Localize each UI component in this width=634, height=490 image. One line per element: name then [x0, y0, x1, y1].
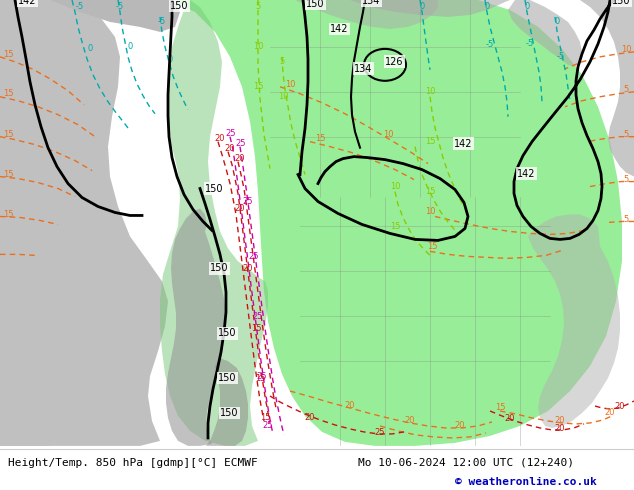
Text: 15: 15: [314, 134, 325, 143]
Polygon shape: [170, 0, 622, 446]
Text: -5: -5: [116, 2, 124, 11]
Text: 15: 15: [495, 403, 505, 413]
Text: 20: 20: [224, 144, 235, 153]
Text: -5: -5: [557, 52, 565, 61]
Text: 150: 150: [306, 0, 325, 9]
Text: 150: 150: [170, 1, 188, 11]
Text: 15: 15: [3, 170, 13, 179]
Text: Height/Temp. 850 hPa [gdmp][°C] ECMWF: Height/Temp. 850 hPa [gdmp][°C] ECMWF: [8, 458, 257, 467]
Text: 25: 25: [226, 129, 236, 138]
Text: 20: 20: [555, 416, 566, 425]
Text: 25: 25: [262, 421, 273, 430]
Text: 20: 20: [455, 421, 465, 430]
Polygon shape: [295, 0, 438, 29]
Polygon shape: [528, 215, 620, 428]
Text: 0: 0: [524, 2, 529, 11]
Text: 20: 20: [555, 424, 566, 434]
Text: 150: 150: [218, 373, 236, 383]
Text: 0: 0: [127, 42, 133, 51]
Polygon shape: [0, 0, 180, 32]
Text: 0: 0: [167, 55, 172, 64]
Polygon shape: [350, 0, 510, 17]
Polygon shape: [580, 0, 634, 176]
Text: 150: 150: [612, 0, 630, 6]
Text: 20: 20: [243, 264, 253, 273]
Text: 15: 15: [425, 187, 436, 196]
Text: 25: 25: [249, 252, 259, 261]
Text: 20: 20: [235, 154, 245, 163]
Text: 15: 15: [251, 324, 261, 333]
Text: 20: 20: [215, 134, 225, 143]
Text: 25: 25: [257, 371, 268, 381]
Text: 20: 20: [345, 401, 355, 411]
Text: Mo 10-06-2024 12:00 UTC (12+240): Mo 10-06-2024 12:00 UTC (12+240): [358, 458, 574, 467]
Text: 0: 0: [484, 2, 489, 11]
Text: 5: 5: [623, 215, 629, 224]
Text: -5: -5: [486, 40, 494, 49]
Text: 0: 0: [419, 2, 425, 11]
Text: 15: 15: [3, 50, 13, 59]
Text: 134: 134: [354, 64, 372, 74]
Polygon shape: [0, 0, 168, 446]
Text: -5: -5: [526, 39, 534, 49]
Text: 25: 25: [243, 197, 253, 206]
Text: 142: 142: [454, 139, 472, 148]
Text: 25: 25: [253, 312, 263, 321]
Text: 0: 0: [554, 18, 560, 26]
Text: -5: -5: [76, 2, 84, 11]
Text: 15: 15: [3, 130, 13, 139]
Text: 20: 20: [305, 414, 315, 422]
Text: 5: 5: [623, 85, 629, 94]
Text: 126: 126: [385, 57, 403, 67]
Text: 20: 20: [404, 416, 415, 425]
Text: 5: 5: [623, 175, 629, 184]
Text: 20: 20: [235, 204, 245, 213]
Text: 15: 15: [260, 414, 270, 422]
Text: 15: 15: [3, 89, 13, 98]
Text: 25: 25: [375, 428, 385, 438]
Polygon shape: [160, 0, 268, 446]
Text: 20: 20: [605, 409, 615, 417]
Text: 142: 142: [18, 0, 37, 6]
Text: 10: 10: [390, 182, 400, 191]
Text: 150: 150: [210, 263, 228, 273]
Text: 15: 15: [425, 137, 436, 146]
Text: 15: 15: [427, 242, 437, 251]
Text: 10: 10: [425, 87, 436, 96]
Text: 20: 20: [615, 402, 625, 412]
Polygon shape: [508, 0, 582, 67]
Polygon shape: [206, 358, 248, 446]
Polygon shape: [166, 208, 226, 446]
Text: 15: 15: [3, 210, 13, 219]
Text: 15: 15: [390, 222, 400, 231]
Text: 5: 5: [256, 2, 261, 11]
Text: 10: 10: [278, 92, 288, 101]
Text: 15: 15: [255, 373, 265, 383]
Text: 5: 5: [623, 130, 629, 139]
Text: 25: 25: [236, 139, 246, 148]
Text: 15: 15: [253, 82, 263, 91]
Text: -5: -5: [158, 18, 166, 26]
Text: 150: 150: [205, 184, 224, 194]
Text: 10: 10: [425, 207, 436, 216]
Text: 134: 134: [362, 0, 380, 6]
Text: 142: 142: [330, 24, 349, 34]
Text: 10: 10: [621, 46, 631, 54]
Text: 20: 20: [505, 415, 515, 423]
Text: 0: 0: [87, 45, 93, 53]
Polygon shape: [0, 0, 50, 446]
Text: 150: 150: [218, 328, 236, 338]
Text: 150: 150: [220, 408, 238, 418]
Text: © weatheronline.co.uk: © weatheronline.co.uk: [455, 477, 597, 487]
Text: 10: 10: [253, 42, 263, 51]
Text: 5: 5: [280, 57, 285, 66]
Text: 142: 142: [517, 169, 536, 178]
Text: 10: 10: [285, 80, 295, 89]
Text: 10: 10: [383, 130, 393, 139]
